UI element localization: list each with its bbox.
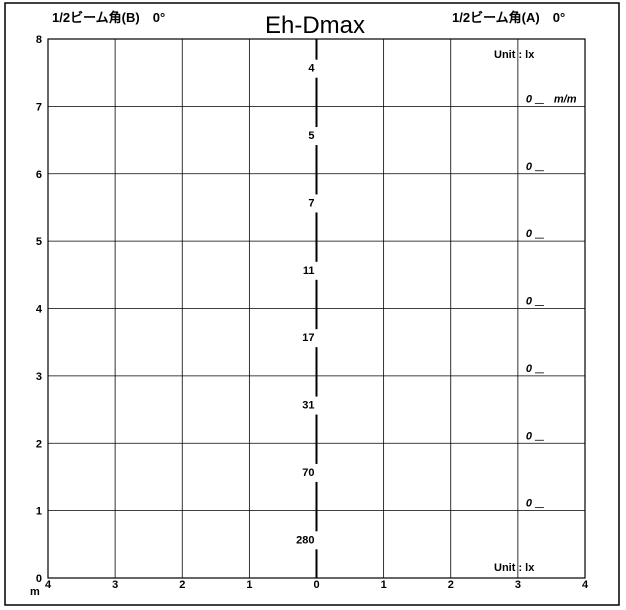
x-tick-label: 1 <box>381 579 387 591</box>
beam-width-labels: 0 m/m 0 0 0 0 0 0 <box>526 93 577 509</box>
y-tick-label: 7 <box>36 101 42 113</box>
x-tick-labels: 4 3 2 1 0 1 2 3 4 <box>45 579 589 591</box>
header-right: 1/2ビーム角(A) 0° <box>452 10 565 25</box>
unit-label-top: Unit : lx <box>494 49 535 61</box>
beam-width-value: 0 <box>526 228 533 240</box>
illuminance-value: 280 <box>296 534 314 546</box>
beam-width-value: 0 <box>526 363 533 375</box>
illuminance-value: 70 <box>302 467 314 479</box>
y-tick-labels: 0 1 2 3 4 5 6 7 8 <box>36 34 43 585</box>
illuminance-value: 17 <box>302 332 314 344</box>
illuminance-value: 7 <box>308 197 314 209</box>
beam-width-value: 0 <box>526 296 533 308</box>
x-tick-label: 0 <box>313 579 319 591</box>
y-tick-label: 4 <box>36 304 43 316</box>
illuminance-labels: 4 5 7 11 17 31 70 280 <box>296 63 315 547</box>
x-tick-label: 4 <box>45 579 52 591</box>
beam-width-value: 0 <box>526 498 533 510</box>
outer-frame <box>4 2 620 606</box>
y-tick-label: 3 <box>36 371 42 383</box>
x-tick-label: 2 <box>179 579 185 591</box>
unit-label-bottom: Unit : lx <box>494 562 535 574</box>
illuminance-value: 4 <box>308 63 315 75</box>
x-tick-label: 4 <box>582 579 589 591</box>
x-tick-label: 3 <box>515 579 521 591</box>
y-tick-label: 8 <box>36 34 42 46</box>
header-left: 1/2ビーム角(B) 0° <box>52 10 165 25</box>
y-tick-label: 5 <box>36 236 42 248</box>
x-tick-label: 1 <box>246 579 252 591</box>
beam-width-value: 0 <box>526 161 533 173</box>
y-tick-label: 6 <box>36 169 42 181</box>
beam-width-value: 0 <box>526 430 533 442</box>
illuminance-value: 31 <box>302 400 314 412</box>
x-tick-label: 2 <box>448 579 454 591</box>
x-tick-label: 3 <box>112 579 118 591</box>
illuminance-value: 11 <box>303 265 315 277</box>
illuminance-value: 5 <box>308 130 314 142</box>
beam-width-unit: m/m <box>554 93 577 105</box>
y-tick-label: 0 <box>36 573 42 585</box>
beam-width-value: 0 <box>526 93 533 105</box>
y-tick-label: 2 <box>36 438 42 450</box>
chart-title: Eh-Dmax <box>265 12 365 39</box>
y-axis-unit: m <box>30 586 40 598</box>
y-tick-label: 1 <box>36 506 42 518</box>
